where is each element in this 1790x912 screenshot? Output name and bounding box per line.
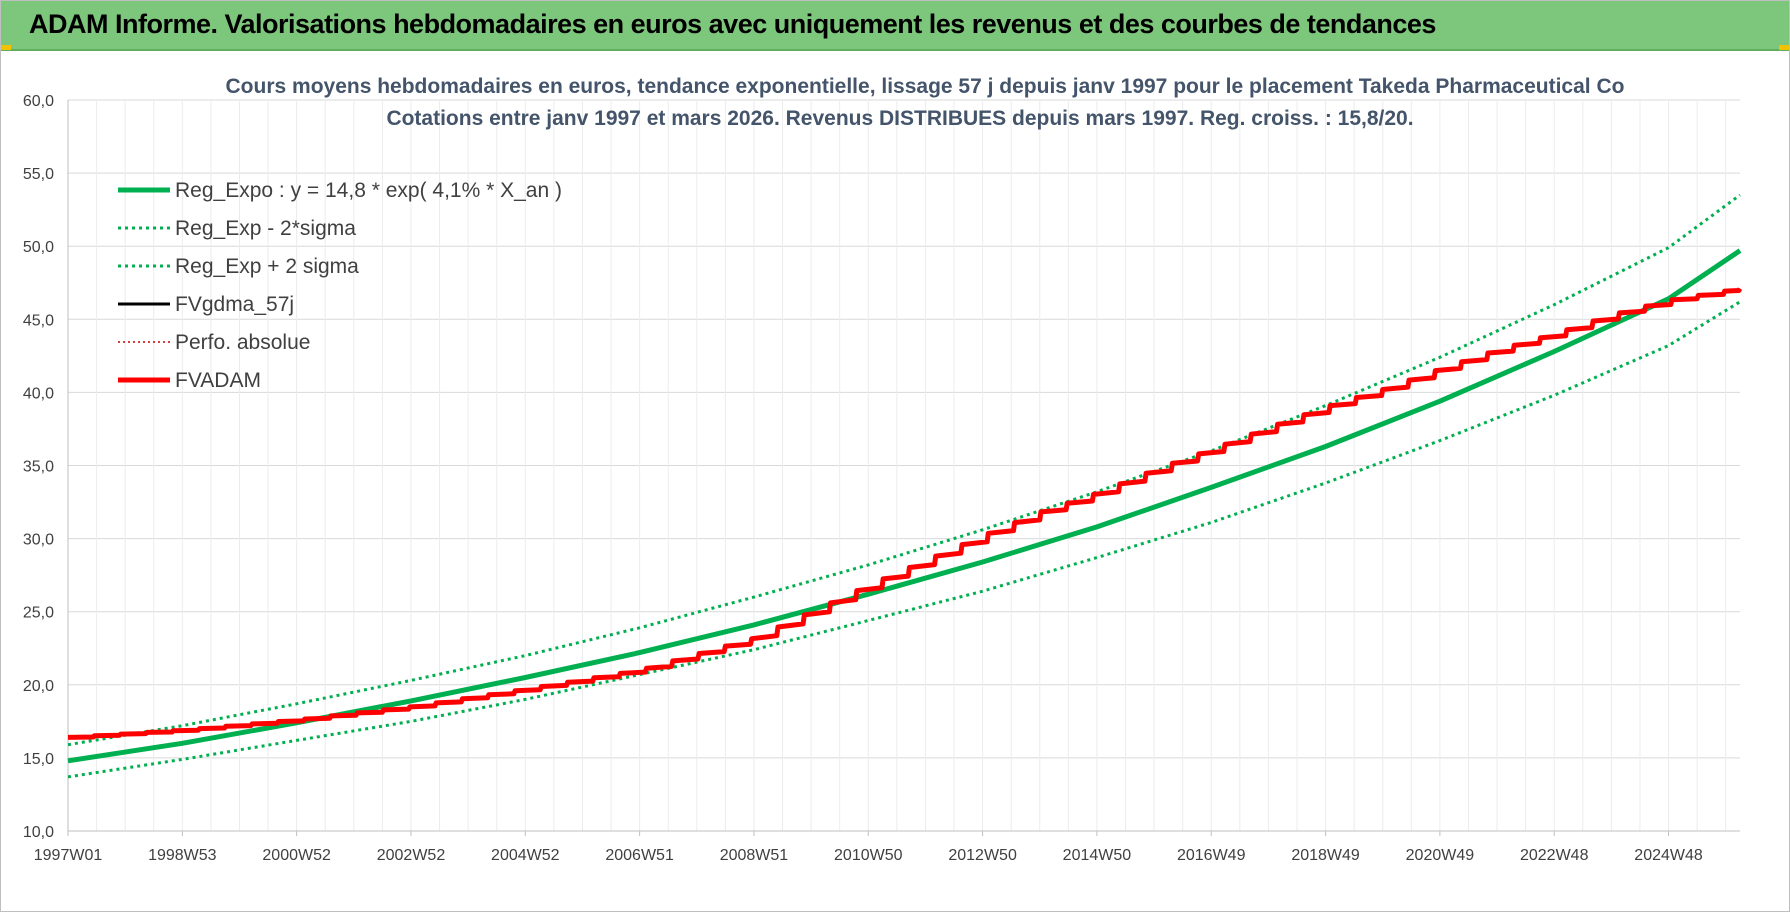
y-axis-ticks: 10,0 15,0 20,0 25,0 30,0 35,0 40,0 45,0 50,0 55,0… xyxy=(23,93,54,841)
legend: Reg_Expo : y = 14,8 * exp( 4,1% * X_an )… xyxy=(118,179,562,392)
x-tick-label: 2008W51 xyxy=(720,847,789,864)
x-tick-label: 1997W01 xyxy=(34,847,103,864)
series-line-2 xyxy=(67,193,1741,747)
y-tick-label: 20,0 xyxy=(23,678,54,695)
legend-label: FVADAM xyxy=(175,369,261,392)
y-tick-label: 25,0 xyxy=(23,605,54,622)
x-tick-label: 2016W49 xyxy=(1177,847,1246,864)
x-tick-label: 2022W48 xyxy=(1520,847,1589,864)
series-line-1 xyxy=(67,300,1741,779)
grid-lines xyxy=(67,99,1740,832)
series-lines xyxy=(67,193,1743,779)
y-tick-label: 50,0 xyxy=(23,239,54,256)
x-tick-label: 2020W49 xyxy=(1406,847,1475,864)
chart-subtitle: Cotations entre janv 1997 et mars 2026. … xyxy=(386,107,1413,130)
x-tick-label: 2012W50 xyxy=(948,847,1017,864)
x-tick-label: 2004W52 xyxy=(491,847,560,864)
x-axis-ticks: 1997W01 1998W53 2000W52 2002W52 2004W52 2006W… xyxy=(34,831,1703,864)
x-tick-label: 2006W51 xyxy=(605,847,674,864)
series-line-0 xyxy=(67,248,1742,764)
chart-title: Cours moyens hebdomadaires en euros, ten… xyxy=(226,75,1625,98)
y-tick-label: 45,0 xyxy=(23,312,54,329)
page-title: ADAM Informe. Valorisations hebdomadaire… xyxy=(29,9,1436,39)
header-banner: ADAM Informe. Valorisations hebdomadaire… xyxy=(1,1,1789,51)
y-tick-label: 35,0 xyxy=(23,459,54,476)
series-line-5 xyxy=(67,287,1743,740)
corner-marker-left xyxy=(1,45,11,50)
y-tick-label: 30,0 xyxy=(23,532,54,549)
x-tick-label: 2018W49 xyxy=(1291,847,1360,864)
x-tick-label: 2010W50 xyxy=(834,847,903,864)
x-tick-label: 2000W52 xyxy=(262,847,331,864)
legend-label: Perfo. absolue xyxy=(175,331,310,354)
y-tick-label: 15,0 xyxy=(23,751,54,768)
legend-label: FVgdma_57j xyxy=(175,293,294,316)
legend-label: Reg_Exp - 2*sigma xyxy=(175,217,356,240)
y-tick-label: 40,0 xyxy=(23,385,54,402)
y-tick-label: 55,0 xyxy=(23,166,54,183)
y-tick-label: 60,0 xyxy=(23,93,54,110)
x-tick-label: 1998W53 xyxy=(148,847,217,864)
legend-label: Reg_Exp + 2 sigma xyxy=(175,255,359,278)
legend-label: Reg_Expo : y = 14,8 * exp( 4,1% * X_an ) xyxy=(175,179,562,202)
corner-marker-right xyxy=(1779,45,1789,50)
y-tick-label: 10,0 xyxy=(23,824,54,841)
x-tick-label: 2024W48 xyxy=(1634,847,1703,864)
x-tick-label: 2002W52 xyxy=(377,847,446,864)
x-tick-label: 2014W50 xyxy=(1063,847,1132,864)
